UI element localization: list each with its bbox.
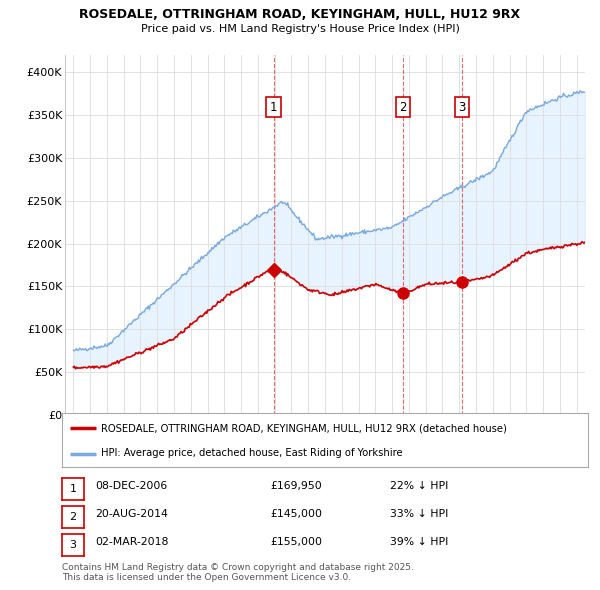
Text: 1: 1 xyxy=(270,101,277,114)
Text: 1: 1 xyxy=(70,484,77,494)
Text: £155,000: £155,000 xyxy=(270,537,322,547)
Text: 22% ↓ HPI: 22% ↓ HPI xyxy=(390,481,448,491)
Text: £145,000: £145,000 xyxy=(270,509,322,519)
Text: 2: 2 xyxy=(70,512,77,522)
Text: 02-MAR-2018: 02-MAR-2018 xyxy=(95,537,169,547)
Text: Price paid vs. HM Land Registry's House Price Index (HPI): Price paid vs. HM Land Registry's House … xyxy=(140,24,460,34)
Text: 33% ↓ HPI: 33% ↓ HPI xyxy=(390,509,448,519)
Text: 3: 3 xyxy=(458,101,466,114)
Text: £169,950: £169,950 xyxy=(270,481,322,491)
Text: ROSEDALE, OTTRINGHAM ROAD, KEYINGHAM, HULL, HU12 9RX (detached house): ROSEDALE, OTTRINGHAM ROAD, KEYINGHAM, HU… xyxy=(101,423,508,433)
Text: ROSEDALE, OTTRINGHAM ROAD, KEYINGHAM, HULL, HU12 9RX: ROSEDALE, OTTRINGHAM ROAD, KEYINGHAM, HU… xyxy=(79,8,521,21)
Text: HPI: Average price, detached house, East Riding of Yorkshire: HPI: Average price, detached house, East… xyxy=(101,448,403,458)
Text: 20-AUG-2014: 20-AUG-2014 xyxy=(95,509,168,519)
Text: 2: 2 xyxy=(399,101,406,114)
Text: 3: 3 xyxy=(70,540,77,550)
Text: 39% ↓ HPI: 39% ↓ HPI xyxy=(390,537,448,547)
Text: Contains HM Land Registry data © Crown copyright and database right 2025.
This d: Contains HM Land Registry data © Crown c… xyxy=(62,563,414,582)
Text: 08-DEC-2006: 08-DEC-2006 xyxy=(95,481,167,491)
